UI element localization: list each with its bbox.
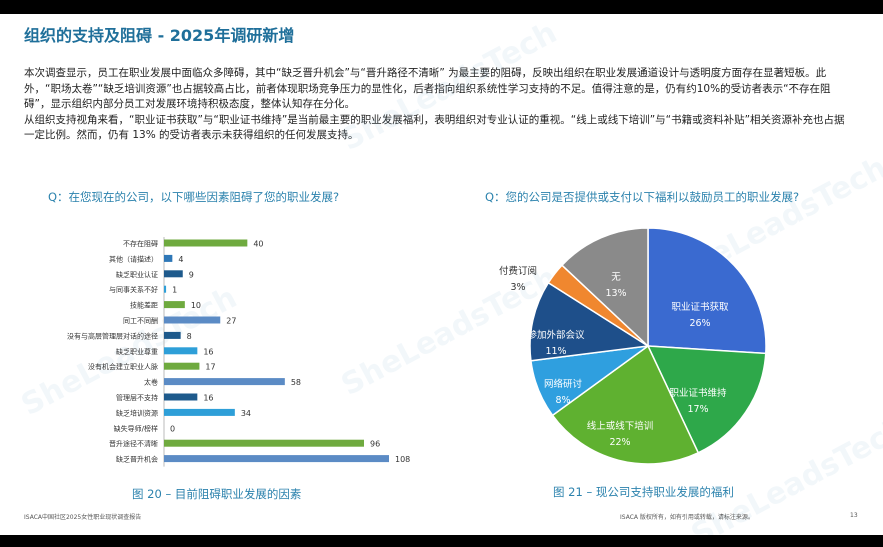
pie-slice-label: 参加外部会议 bbox=[527, 329, 585, 341]
bar-category-label: 不存在阻碍 bbox=[123, 239, 158, 248]
bar-category-label: 技能差距 bbox=[130, 301, 158, 310]
bar-value-label: 0 bbox=[170, 424, 175, 433]
bar bbox=[164, 455, 389, 463]
bar bbox=[164, 316, 221, 324]
bar-category-label: 缺失导师/榜样 bbox=[114, 424, 158, 433]
bar-value-label: 27 bbox=[226, 317, 236, 326]
bar bbox=[164, 393, 198, 401]
bar-category-label: 缺乏职业尊重 bbox=[116, 347, 158, 356]
pie-value-label: 22% bbox=[609, 437, 630, 448]
pie-slice-label: 职业证书获取 bbox=[671, 302, 729, 313]
pie-value-label: 17% bbox=[687, 404, 708, 415]
bar-category-label: 晋升途径不清晰 bbox=[109, 439, 158, 448]
pie-slice-label: 线上或线下培训 bbox=[587, 420, 654, 432]
bar bbox=[164, 331, 181, 339]
pie-value-label: 26% bbox=[689, 318, 710, 329]
bar-value-label: 96 bbox=[370, 440, 380, 449]
bar-category-label: 太卷 bbox=[144, 378, 158, 387]
pie-value-label: 13% bbox=[605, 288, 626, 299]
bar bbox=[164, 378, 285, 386]
pie-slice bbox=[529, 281, 651, 362]
bar bbox=[164, 347, 198, 355]
bar-category-label: 缺乏培训资源 bbox=[116, 408, 158, 417]
body-text: 本次调查显示，员工在职业发展中面临众多障碍，其中“缺乏晋升机会”与“晋升路径不清… bbox=[24, 66, 854, 144]
bar bbox=[164, 362, 200, 370]
bar-category-label: 管理层不支持 bbox=[116, 393, 158, 402]
bar bbox=[164, 254, 173, 262]
bar-value-label: 108 bbox=[395, 455, 410, 464]
question-right: Q：您的公司是否提供或支付以下福利以鼓励员工的职业发展? bbox=[485, 190, 800, 204]
pie-value-label: 3% bbox=[510, 282, 525, 293]
pie-slice bbox=[560, 227, 649, 348]
bar bbox=[164, 270, 183, 278]
pie-slice bbox=[646, 345, 767, 454]
bar-value-label: 8 bbox=[187, 332, 192, 341]
paragraph-1: 本次调查显示，员工在职业发展中面临众多障碍，其中“缺乏晋升机会”与“晋升路径不清… bbox=[24, 67, 831, 110]
bar-value-label: 16 bbox=[203, 347, 213, 356]
page-title: 组织的支持及阻碍 - 2025年调研新增 bbox=[24, 26, 295, 45]
pie-slice-label: 付费订阅 bbox=[499, 265, 537, 277]
bar bbox=[164, 301, 185, 309]
pie-slice bbox=[551, 344, 700, 465]
pie-value-label: 8% bbox=[555, 395, 570, 406]
bar bbox=[164, 439, 364, 447]
pie-value-label: 11% bbox=[545, 346, 566, 357]
bar-value-label: 17 bbox=[205, 363, 215, 372]
footer-right: ISACA 版权所有，如有引用或转载，请标注来源。 bbox=[620, 514, 754, 521]
slide: 组织的支持及阻碍 - 2025年调研新增 本次调查显示，员工在职业发展中面临众多… bbox=[0, 14, 883, 535]
bar-value-label: 58 bbox=[291, 378, 301, 387]
bar-category-label: 其他（请描述） bbox=[109, 254, 158, 263]
pie-slice bbox=[647, 227, 767, 355]
bar-value-label: 1 bbox=[172, 286, 177, 295]
bar-chart: 不存在阻碍 40 其他（请描述） 4 缺乏职业认证 9 与同事关系不好 1 技能差距 10 同工不同… bbox=[67, 237, 410, 467]
bar-value-label: 16 bbox=[203, 394, 213, 403]
pie-slice-label: 无 bbox=[611, 272, 621, 283]
pie-slice-label: 职业证书维持 bbox=[669, 387, 727, 399]
bar-category-label: 没有机会建立职业人脉 bbox=[88, 362, 158, 371]
bar-value-label: 40 bbox=[253, 240, 263, 249]
bar-value-label: 10 bbox=[191, 301, 201, 310]
pie-chart: 职业证书获取 26% 职业证书维持 17% 线上或线下培训 22% 网络研讨 8% 参加外部会议… bbox=[499, 227, 767, 465]
caption-left: 图 20 – 目前阻碍职业发展的因素 bbox=[132, 487, 302, 501]
caption-right: 图 21 – 现公司支持职业发展的福利 bbox=[553, 485, 734, 499]
bar-category-label: 与同事关系不好 bbox=[109, 285, 158, 294]
bar-value-label: 9 bbox=[189, 270, 194, 279]
paragraph-2: 从组织支持视角来看，“职业证书获取”与“职业证书维持”是当前最主要的职业发展福利… bbox=[24, 113, 845, 142]
bar bbox=[164, 239, 248, 247]
bar bbox=[164, 285, 167, 293]
pie-slice-label: 网络研讨 bbox=[544, 378, 583, 390]
bar-value-label: 4 bbox=[178, 255, 183, 264]
bar-category-label: 缺乏晋升机会 bbox=[116, 455, 158, 464]
question-left: Q：在您现在的公司，以下哪些因素阻碍了您的职业发展? bbox=[48, 190, 340, 204]
footer-left: ISACA中国社区2025女性职业现状调查报告 bbox=[24, 514, 142, 521]
page-number: 13 bbox=[850, 512, 858, 519]
bar-category-label: 同工不同酬 bbox=[123, 316, 158, 325]
bar bbox=[164, 408, 235, 416]
bar-category-label: 缺乏职业认证 bbox=[116, 270, 158, 279]
bar-category-label: 没有与高层管理层对话的途径 bbox=[67, 331, 158, 340]
bar-value-label: 34 bbox=[241, 409, 251, 418]
